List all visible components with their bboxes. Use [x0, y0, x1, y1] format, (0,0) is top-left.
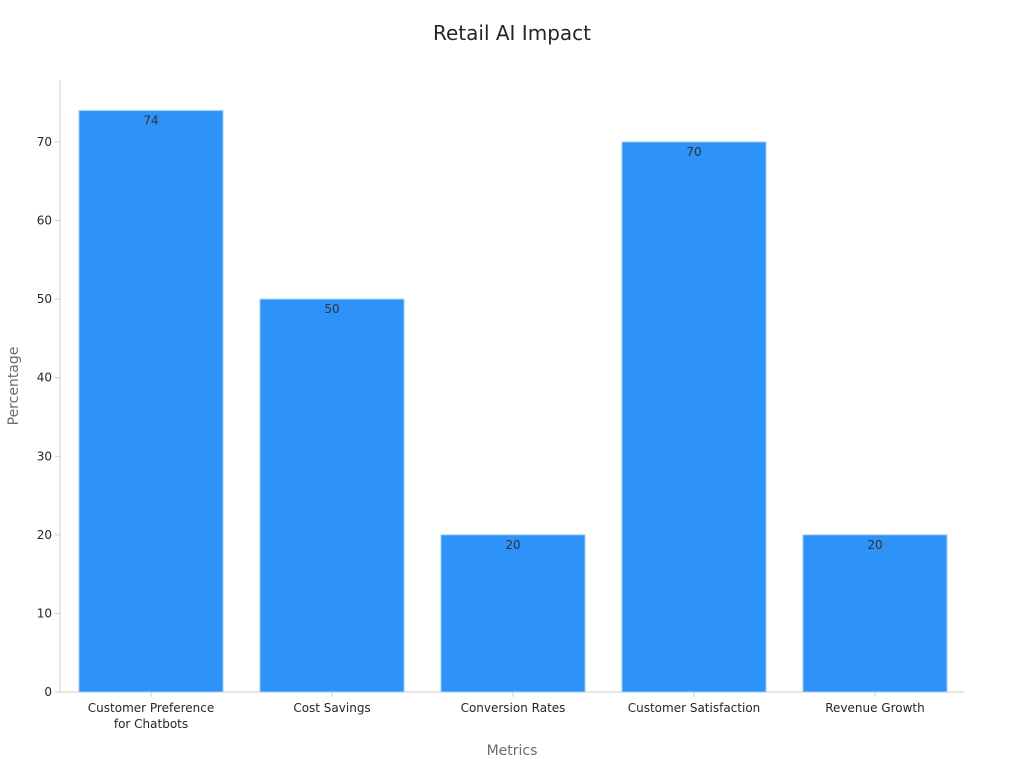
- chart-marks: 0 10 20 30 40 50 60 70 74 Customer Preference for …: [37, 110, 948, 731]
- bar-value-label: 74: [143, 114, 158, 128]
- y-tick-label: 70: [37, 135, 52, 149]
- x-tick-label-line: for Chatbots: [114, 717, 188, 731]
- x-tick-label: Conversion Rates: [461, 701, 566, 715]
- x-tick-label: Customer Satisfaction: [628, 701, 761, 715]
- x-tick-label: Cost Savings: [293, 701, 370, 715]
- bar-value-label: 70: [686, 145, 701, 159]
- y-axis-title: Percentage: [6, 347, 22, 426]
- bar: [621, 141, 767, 693]
- bar-value-label: 20: [867, 538, 882, 552]
- y-tick-label: 20: [37, 528, 52, 542]
- y-tick-label: 30: [37, 449, 52, 463]
- bar-value-label: 20: [505, 538, 520, 552]
- x-tick-label: Revenue Growth: [825, 701, 925, 715]
- bar-value-label: 50: [324, 302, 339, 316]
- y-tick-label: 0: [44, 685, 52, 699]
- x-axis-title: Metrics: [487, 743, 538, 759]
- bar: [802, 534, 948, 693]
- x-tick-label-line: Customer Satisfaction: [628, 701, 761, 715]
- y-tick-label: 10: [37, 606, 52, 620]
- bar: [78, 110, 224, 693]
- x-tick-label-line: Customer Preference: [88, 701, 214, 715]
- x-tick-label-line: Cost Savings: [293, 701, 370, 715]
- bar: [440, 534, 586, 693]
- y-tick-label: 40: [37, 371, 52, 385]
- x-tick-label-line: Conversion Rates: [461, 701, 566, 715]
- x-tick-label-line: Revenue Growth: [825, 701, 925, 715]
- x-tick-label: Customer Preference for Chatbots: [88, 701, 214, 731]
- chart-title: Retail AI Impact: [433, 21, 591, 45]
- y-tick-label: 60: [37, 214, 52, 228]
- y-tick-label: 50: [37, 292, 52, 306]
- bar: [259, 298, 405, 693]
